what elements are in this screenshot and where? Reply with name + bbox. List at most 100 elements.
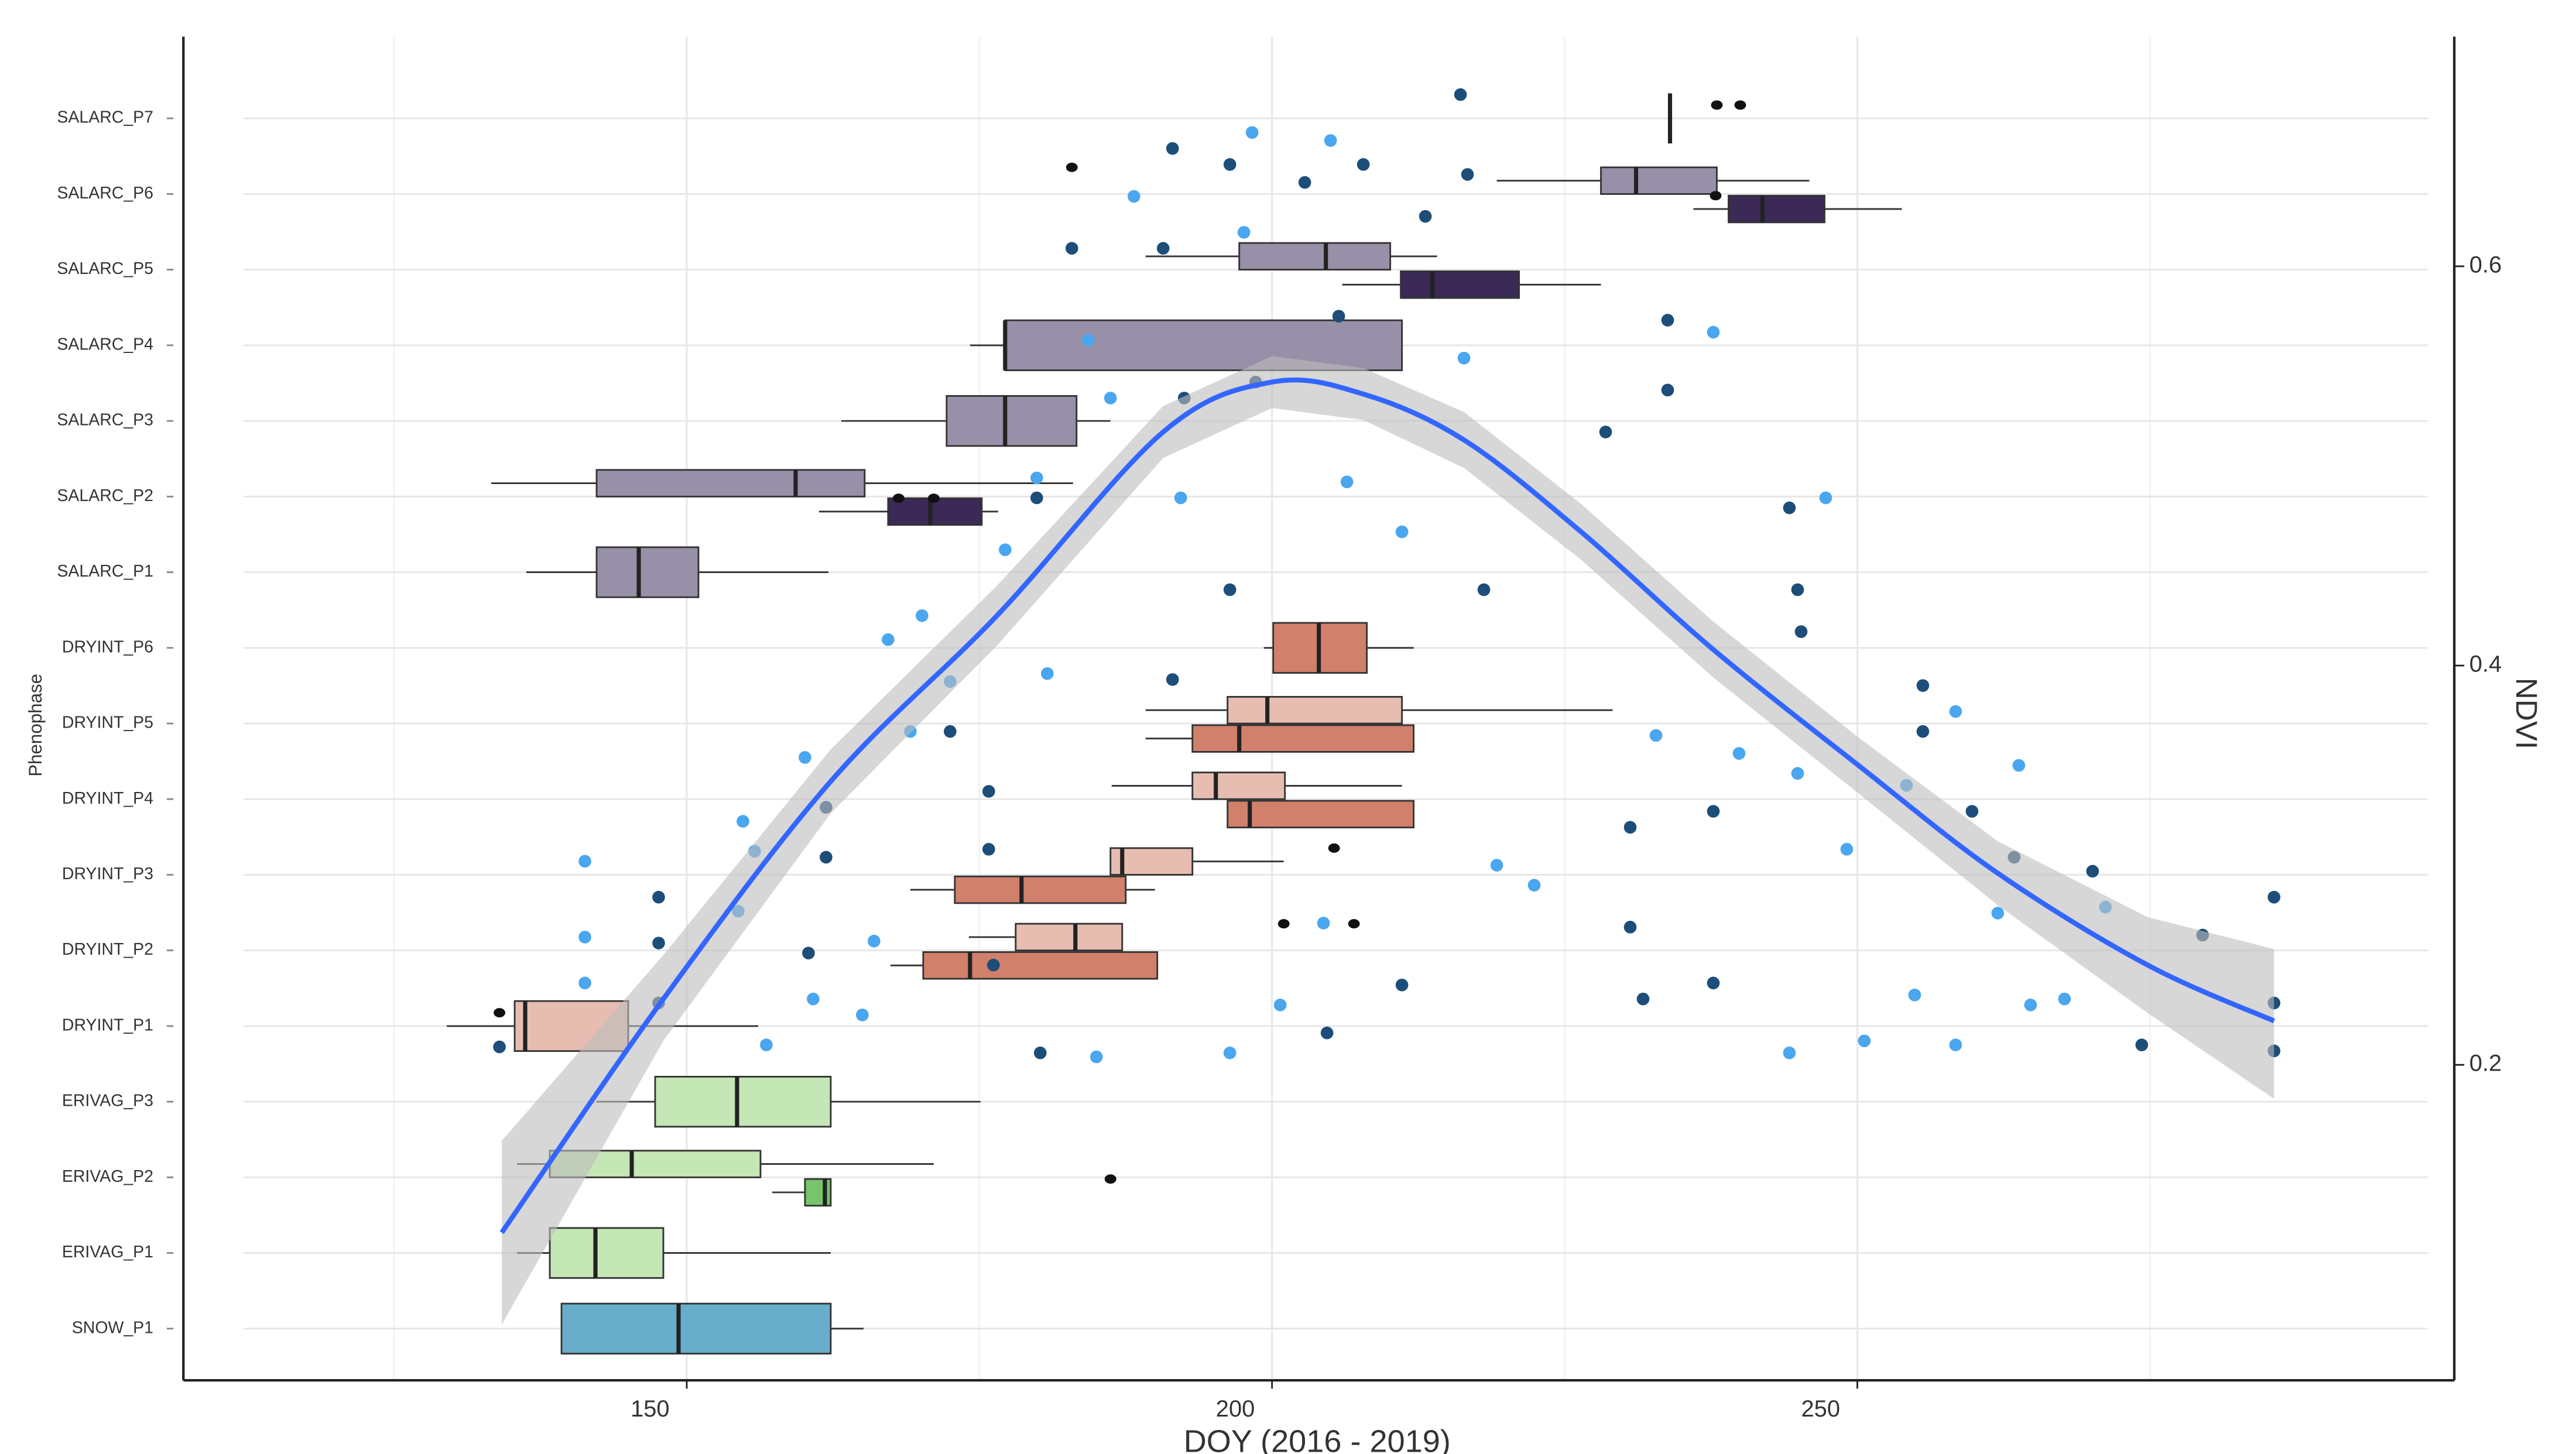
ndvi-point xyxy=(1707,976,1720,990)
ndvi-point xyxy=(652,937,665,949)
outlier xyxy=(1348,919,1360,929)
ndvi-point xyxy=(1794,625,1808,638)
y-tick-label: SALARC_P6 xyxy=(57,184,153,203)
ndvi-point xyxy=(1174,491,1187,505)
ndvi-point xyxy=(1223,1046,1236,1059)
ndvi-point xyxy=(1223,583,1236,596)
box xyxy=(887,497,983,526)
y-tick-label: SALARC_P1 xyxy=(57,562,153,581)
y-tick-label: SALARC_P2 xyxy=(57,486,153,505)
y2-tick-label: 0.6 xyxy=(2469,252,2502,277)
ndvi-point xyxy=(1949,705,1962,718)
ndvi-point xyxy=(1090,1050,1103,1064)
x-tick-label: 150 xyxy=(631,1396,670,1422)
box xyxy=(1238,242,1392,271)
ndvi-point xyxy=(493,1040,506,1054)
y-tick-label: SALARC_P5 xyxy=(57,259,153,278)
ndvi-point xyxy=(652,890,665,904)
outlier xyxy=(494,1008,506,1018)
ndvi-point xyxy=(1661,314,1674,327)
ndvi-point xyxy=(1395,978,1409,992)
box xyxy=(946,395,1078,447)
ndvi-point xyxy=(1916,725,1930,738)
y2-tick-label: 0.4 xyxy=(2469,651,2502,677)
ndvi-point xyxy=(1340,475,1354,489)
ndvi-point xyxy=(1599,426,1612,438)
ndvi-point xyxy=(1127,190,1140,203)
ndvi-point xyxy=(1840,843,1854,856)
box xyxy=(595,546,700,598)
box xyxy=(1600,166,1718,195)
box xyxy=(1227,696,1403,725)
outlier xyxy=(1710,191,1722,201)
ndvi-point xyxy=(1034,1046,1047,1059)
ndvi-point xyxy=(1649,729,1663,742)
ndvi-point xyxy=(1324,134,1337,147)
box xyxy=(1191,724,1415,753)
ndvi-point xyxy=(1991,907,2005,920)
box xyxy=(549,1227,664,1279)
y-tick-label: DRYINT_P5 xyxy=(62,714,153,732)
ndvi-point xyxy=(799,751,811,764)
y-tick-label: SALARC_P3 xyxy=(57,411,153,430)
ndvi-point xyxy=(1461,168,1474,181)
ndvi-point xyxy=(1791,767,1804,780)
box xyxy=(1004,319,1403,372)
ndvi-point xyxy=(1223,158,1236,171)
y-tick-label: DRYINT_P4 xyxy=(62,789,153,808)
ndvi-point xyxy=(2267,890,2281,904)
y-tick-label: SALARC_P4 xyxy=(57,335,153,354)
outlier xyxy=(1328,843,1340,853)
ndvi-point xyxy=(1237,226,1251,239)
ndvi-point xyxy=(760,1038,773,1051)
ndvi-point xyxy=(1419,210,1432,223)
ndvi-point xyxy=(1858,1034,1871,1048)
ndvi-point xyxy=(1245,126,1259,139)
ndvi-point xyxy=(2058,992,2071,1006)
confidence-band xyxy=(502,356,2274,1325)
ndvi-point xyxy=(1332,310,1345,323)
y2-tick-label: 0.2 xyxy=(2469,1051,2502,1076)
ndvi-point xyxy=(1166,673,1179,686)
y-tick-label: ERIVAG_P1 xyxy=(62,1243,153,1261)
outlier xyxy=(1277,919,1290,929)
ndvi-point xyxy=(820,851,833,864)
outlier xyxy=(1104,1174,1116,1184)
ndvi-point xyxy=(1636,992,1650,1006)
ndvi-point xyxy=(1949,1038,1962,1051)
y-tick-label: DRYINT_P2 xyxy=(62,940,153,959)
box xyxy=(595,469,866,498)
ndvi-point xyxy=(1783,501,1796,515)
y-tick-label: SALARC_P7 xyxy=(57,108,153,127)
ndvi-point xyxy=(1623,921,1637,934)
ndvi-point xyxy=(737,815,749,828)
box xyxy=(1728,194,1825,224)
ndvi-point xyxy=(1298,176,1311,189)
ndvi-point xyxy=(982,843,995,856)
ndvi-point xyxy=(1661,383,1674,397)
ndvi-point xyxy=(987,958,1000,972)
y-axis-label: Phenophase xyxy=(25,674,46,777)
outlier xyxy=(892,493,905,503)
outlier xyxy=(1711,100,1723,110)
ndvi-point xyxy=(2135,1038,2149,1051)
ndvi-point xyxy=(1490,859,1503,872)
ndvi-point xyxy=(882,633,895,646)
ndvi-point xyxy=(1732,747,1746,760)
ndvi-point xyxy=(1166,142,1179,155)
outlier xyxy=(927,493,940,503)
ndvi-point xyxy=(578,855,591,868)
x-tick-label: 200 xyxy=(1216,1396,1255,1422)
ndvi-point xyxy=(1030,471,1043,485)
ndvi-point xyxy=(1623,821,1637,834)
ndvi-point xyxy=(2024,999,2037,1011)
smooth-line xyxy=(499,377,2275,1234)
ndvi-point xyxy=(856,1009,869,1021)
ndvi-point xyxy=(1030,491,1043,505)
ndvi-point xyxy=(2086,865,2099,878)
box xyxy=(922,951,1159,980)
x-tick-label: 250 xyxy=(1801,1396,1840,1422)
outlier xyxy=(1066,162,1078,172)
ndvi-point xyxy=(1965,805,1979,818)
